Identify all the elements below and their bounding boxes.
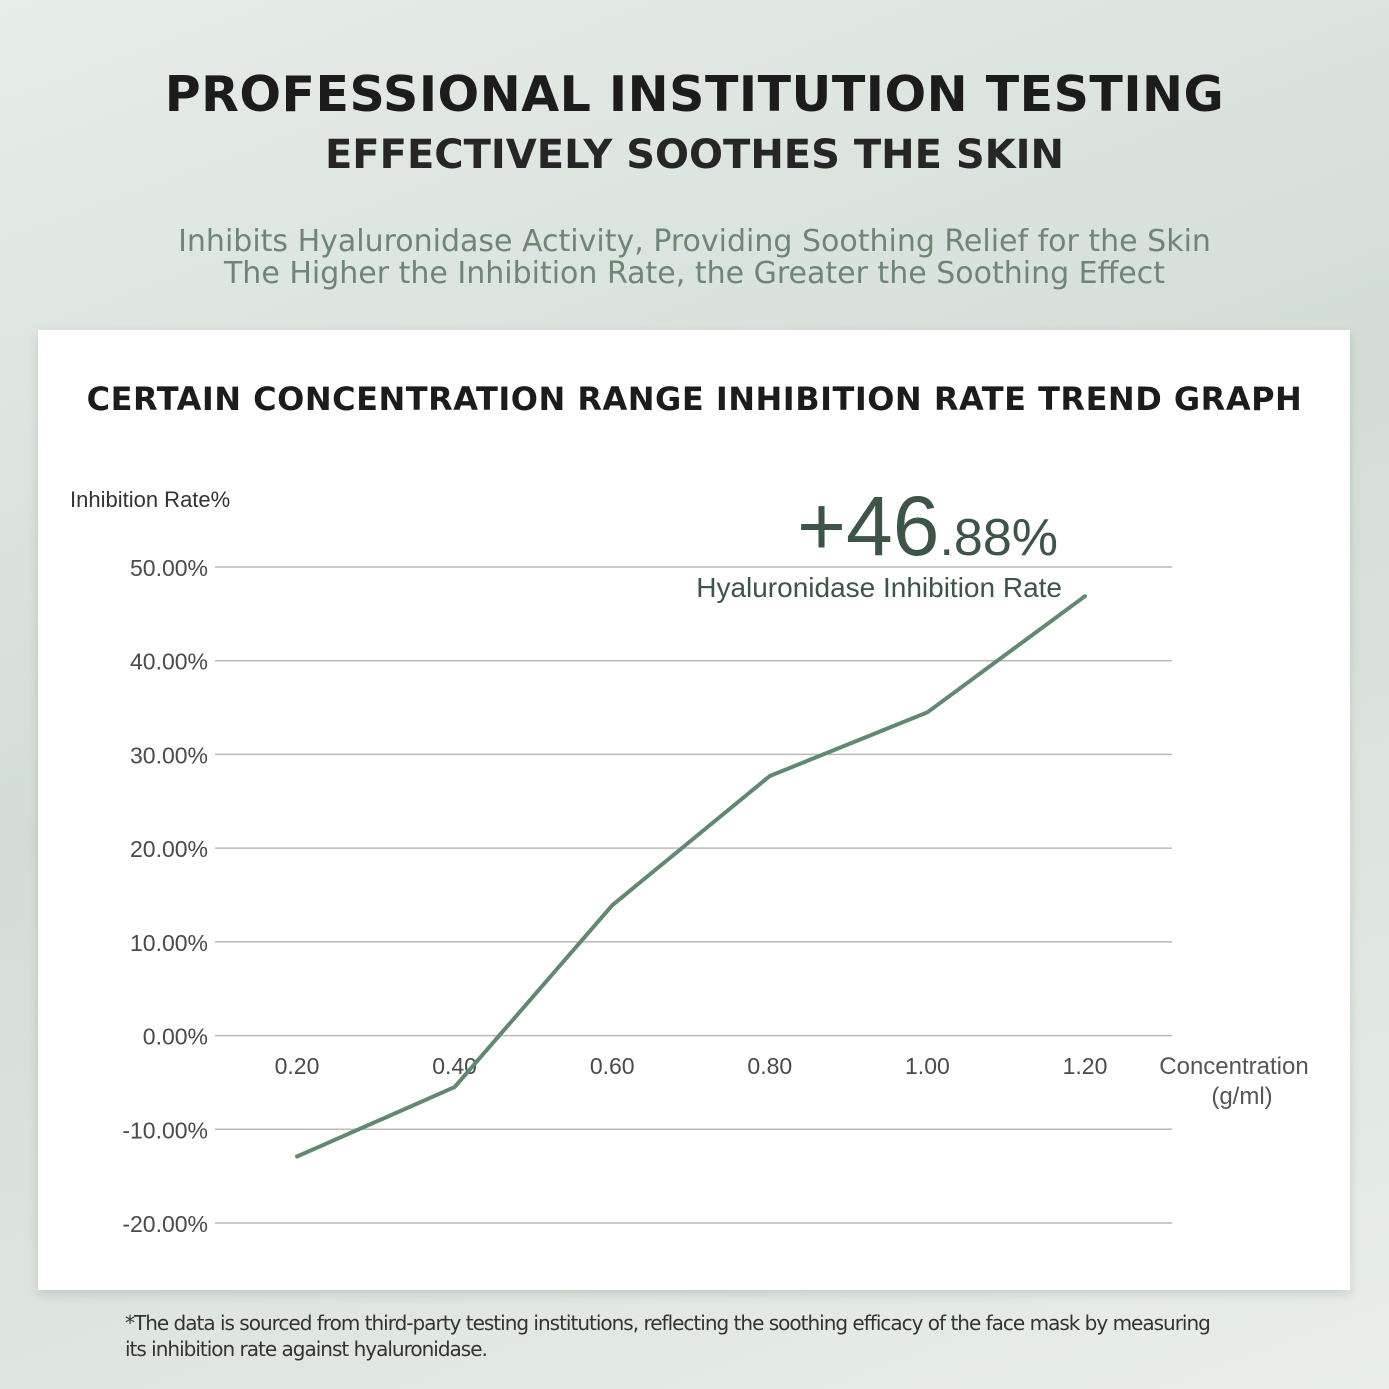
page-subtitle: EFFECTIVELY SOOTHES THE SKIN <box>324 132 1065 178</box>
callout-value-main: +46 <box>797 479 940 573</box>
series-line <box>295 594 1087 1159</box>
page-title: PROFESSIONAL INSTITUTION TESTING <box>164 66 1225 123</box>
y-axis-label: Inhibition Rate% <box>70 487 230 512</box>
x-axis-unit-label: (g/ml) <box>1211 1083 1272 1110</box>
y-tick-label: 0.00% <box>143 1024 208 1050</box>
tagline-line-2: The Higher the Inhibition Rate, the Grea… <box>223 256 1165 291</box>
callout-value: +46.88% <box>797 479 1058 573</box>
y-axis-ticks: 50.00% 40.00% 30.00% 20.00% 10.00% 0.00% -10.0… <box>122 555 208 1237</box>
y-tick-label: 50.00% <box>130 555 208 581</box>
y-tick-label: 30.00% <box>130 742 208 768</box>
callout-value-decimal: .88% <box>939 509 1058 567</box>
x-tick-label: 0.20 <box>275 1053 320 1079</box>
footnote-line-2: its inhibition rate against hyaluronidas… <box>125 1337 488 1361</box>
x-tick-label: 0.60 <box>590 1053 635 1079</box>
callout-label: Hyaluronidase Inhibition Rate <box>696 572 1062 603</box>
x-tick-label: 1.00 <box>905 1053 950 1079</box>
y-tick-label: -10.00% <box>122 1117 208 1143</box>
y-tick-label: -20.00% <box>122 1211 208 1237</box>
x-tick-label: 1.20 <box>1063 1053 1108 1079</box>
series-layer <box>295 594 1087 1159</box>
x-tick-label: 0.40 <box>432 1053 477 1079</box>
y-tick-label: 20.00% <box>130 836 208 862</box>
tagline-line-1: Inhibits Hyaluronidase Activity, Providi… <box>178 224 1211 259</box>
x-tick-label: 0.80 <box>747 1053 792 1079</box>
x-axis-label: Concentration <box>1159 1053 1308 1080</box>
y-tick-label: 40.00% <box>130 649 208 675</box>
footnote: *The data is sourced from third-party te… <box>125 1310 1305 1362</box>
gridlines <box>215 566 1172 1224</box>
footnote-line-1: *The data is sourced from third-party te… <box>125 1311 1211 1335</box>
chart-title: CERTAIN CONCENTRATION RANGE INHIBITION R… <box>86 380 1303 418</box>
x-axis-ticks: 0.20 0.40 0.60 0.80 1.00 1.20 <box>275 1053 1108 1079</box>
y-tick-label: 10.00% <box>130 930 208 956</box>
